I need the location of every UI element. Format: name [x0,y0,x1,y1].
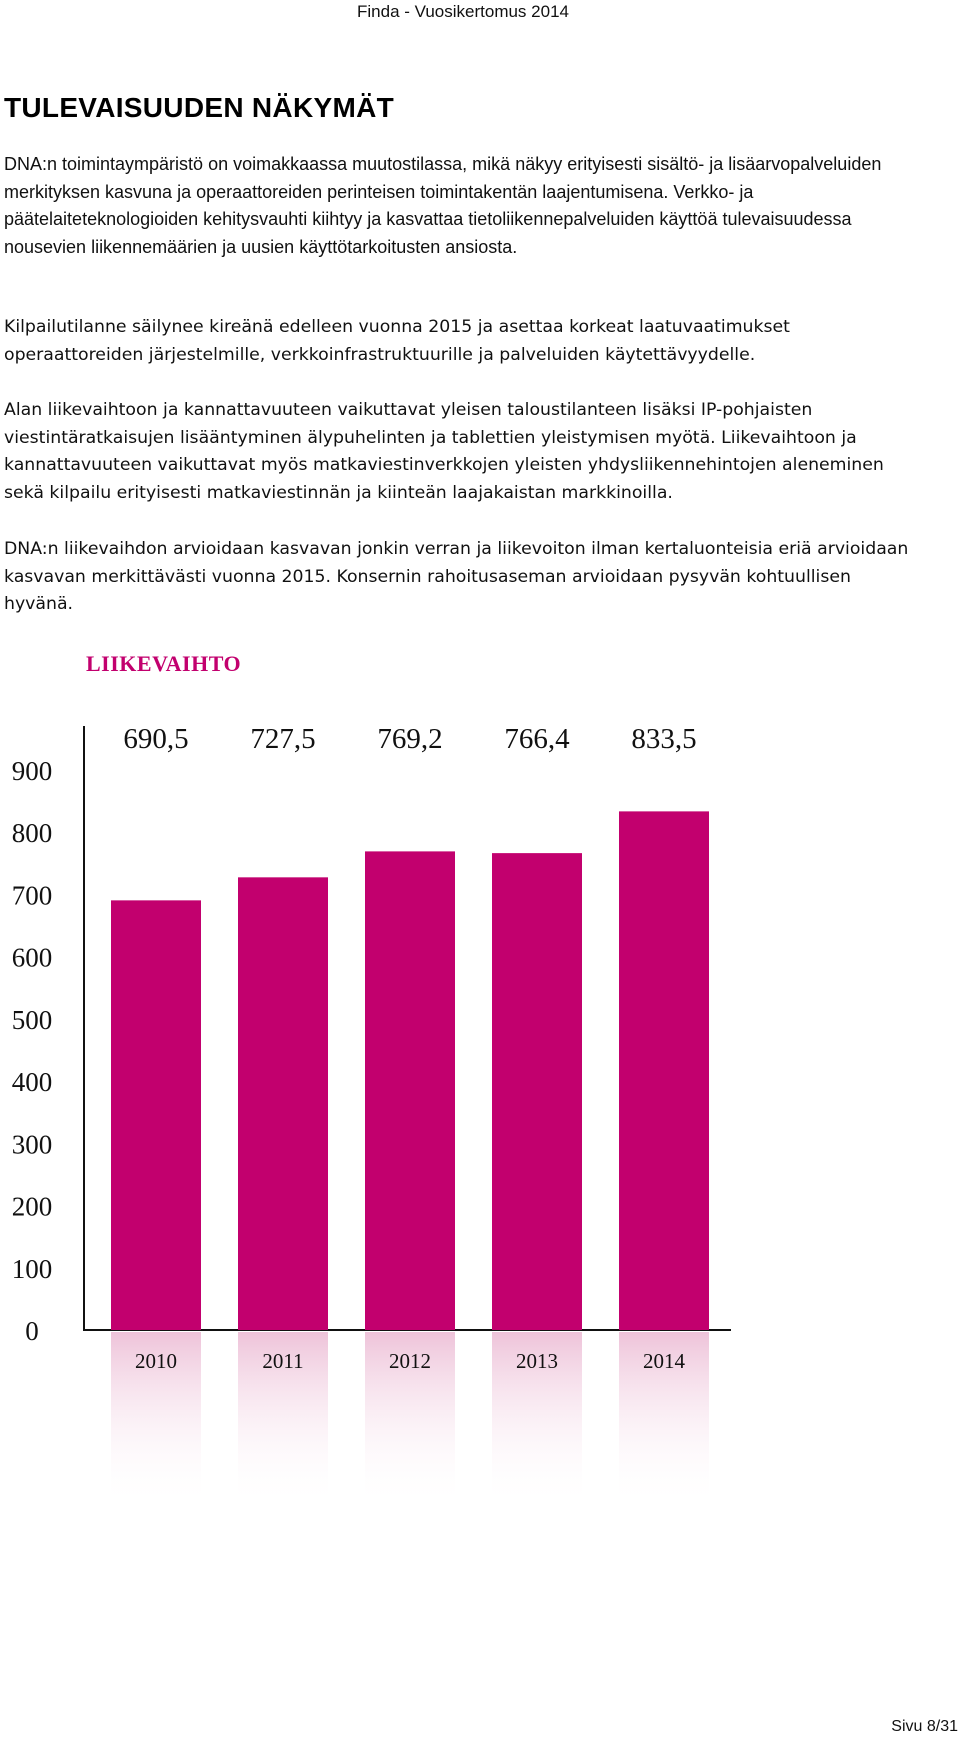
bar-reflection [492,1332,582,1507]
running-header: Finda - Vuosikertomus 2014 [357,2,569,21]
y-tick-label: 800 [12,818,53,848]
x-tick-label: 2011 [262,1349,303,1373]
bar-reflection [619,1332,709,1507]
paragraph-outlook: DNA:n toimintaympäristö on voimakkaassa … [4,154,882,257]
value-label-2014: 833,5 [631,723,696,755]
bar-reflection [365,1332,455,1507]
y-tick-label: 100 [12,1254,53,1284]
bar-reflection [238,1332,328,1507]
x-tick-label: 2010 [135,1349,177,1373]
value-label-2013: 766,4 [504,723,570,755]
x-tick-label: 2012 [389,1349,431,1373]
bar-2010 [111,900,201,1330]
revenue-chart-svg: LIIKEVAIHTO 0 100 200 300 400 500 600 700 800 900… [12,651,731,1507]
chart-title: LIIKEVAIHTO [86,651,241,676]
page-number: Sivu 8/31 [891,1718,958,1735]
value-label-2011: 727,5 [250,723,315,755]
bar-2012 [365,851,455,1330]
value-label-2010: 690,5 [123,723,188,755]
y-tick-label: 600 [12,943,53,973]
y-tick-label: 300 [12,1129,53,1159]
paragraph-revenue-factors: Alan liikevaihtoon ja kannattavuuteen va… [4,400,884,503]
y-tick-label: 400 [12,1067,53,1097]
y-tick-label: 500 [12,1005,53,1035]
revenue-chart: LIIKEVAIHTO 0 100 200 300 400 500 600 700 800 900… [0,648,740,1648]
x-tick-label: 2014 [643,1349,686,1373]
x-tick-label: 2013 [516,1349,558,1373]
paragraph-forecast: DNA:n liikevaihdon arvioidaan kasvavan j… [4,539,909,614]
bar-2014 [619,811,709,1330]
bar-2011 [238,877,328,1330]
bar-2013 [492,853,582,1330]
y-tick-label: 200 [12,1192,53,1222]
y-tick-label: 900 [12,756,53,786]
bar-reflection [111,1332,201,1507]
y-tick-label: 0 [25,1316,39,1346]
paragraph-competition: Kilpailutilanne säilynee kireänä edellee… [4,317,790,365]
section-heading: TULEVAISUUDEN NÄKYMÄT [4,92,395,123]
y-tick-label: 700 [12,880,53,910]
value-label-2012: 769,2 [377,723,442,755]
